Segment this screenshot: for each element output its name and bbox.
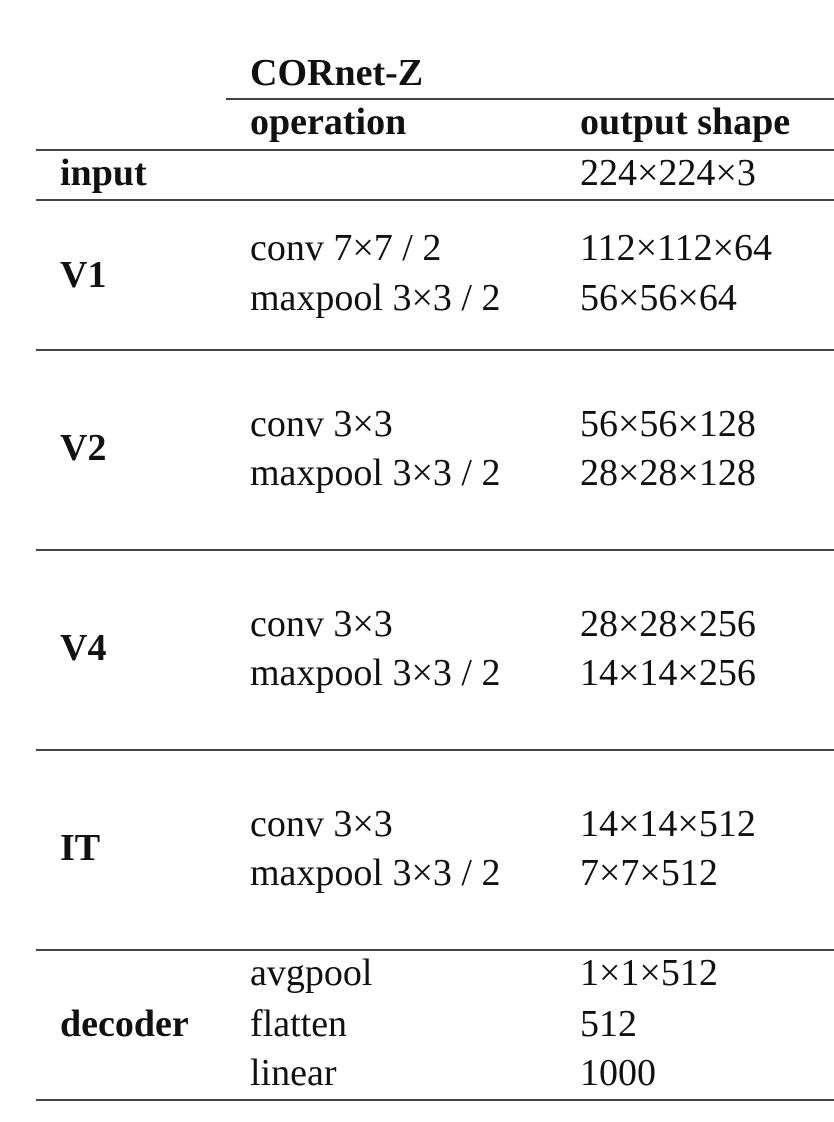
output-shape-column-header: output shape (580, 101, 791, 143)
row-decoder-out-3: 1000 (580, 1052, 656, 1094)
row-input-label: input (60, 152, 147, 194)
row-it-out-2: 7×7×512 (580, 852, 718, 894)
row-v4-op-2: maxpool 3×3 / 2 (250, 652, 501, 694)
row-it-op-2: maxpool 3×3 / 2 (250, 852, 501, 894)
row-v4-op-1: conv 3×3 (250, 603, 393, 645)
row-divider (36, 949, 834, 951)
row-divider (36, 549, 834, 551)
row-v2-label: V2 (60, 427, 107, 469)
row-decoder-op-1: avgpool (250, 952, 373, 994)
row-v1-op-2: maxpool 3×3 / 2 (250, 277, 501, 319)
row-decoder-label: decoder (60, 1003, 189, 1045)
row-input-output: 224×224×3 (580, 152, 756, 194)
row-v2-op-2: maxpool 3×3 / 2 (250, 452, 501, 494)
row-v1-out-1: 112×112×64 (580, 227, 773, 269)
model-name-header: CORnet-Z (250, 52, 424, 94)
row-v1-label: V1 (60, 254, 107, 296)
row-v2-out-1: 56×56×128 (580, 403, 756, 445)
row-v1-op-1: conv 7×7 / 2 (250, 227, 442, 269)
row-v2-out-2: 28×28×128 (580, 452, 756, 494)
row-v4-label: V4 (60, 627, 107, 669)
row-decoder-out-1: 1×1×512 (580, 952, 718, 994)
row-divider (36, 199, 834, 201)
row-v1-out-2: 56×56×64 (580, 277, 737, 319)
row-decoder-op-2: flatten (250, 1003, 348, 1045)
row-decoder-op-3: linear (250, 1052, 337, 1094)
row-v4-out-2: 14×14×256 (580, 652, 756, 694)
row-it-op-1: conv 3×3 (250, 803, 393, 845)
row-decoder-out-2: 512 (580, 1003, 637, 1045)
row-it-label: IT (60, 827, 101, 869)
row-divider (36, 749, 834, 751)
operation-column-header: operation (250, 101, 407, 143)
row-v4-out-1: 28×28×256 (580, 603, 756, 645)
row-divider (36, 349, 834, 351)
header-underline (226, 98, 834, 100)
row-it-out-1: 14×14×512 (580, 803, 756, 845)
row-v2-op-1: conv 3×3 (250, 403, 393, 445)
table-bottom-rule (36, 1099, 834, 1101)
header-bottom-rule (36, 149, 834, 151)
